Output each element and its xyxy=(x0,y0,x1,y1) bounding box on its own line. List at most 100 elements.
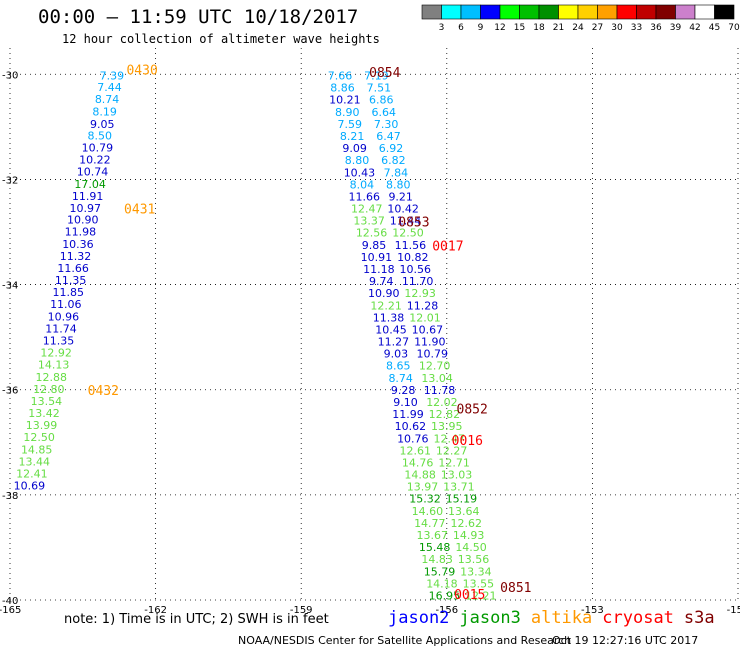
colorbar-label: 39 xyxy=(670,23,682,33)
generated-timestamp: Oct 19 12:27:16 UTC 2017 xyxy=(552,634,699,647)
pass-time-label: 0852 xyxy=(457,402,488,417)
y-tick-label: -38 xyxy=(2,491,18,502)
wave-height-value: 10.90 xyxy=(67,214,99,227)
wave-height-value: 16.95 xyxy=(429,589,461,602)
wave-height-value: 14.93 xyxy=(453,529,485,542)
wave-height-value: 14.18 xyxy=(426,577,458,590)
pass-time-label: 0431 xyxy=(124,203,155,218)
wave-height-value: 11.70 xyxy=(402,275,434,288)
wave-height-value: 12.71 xyxy=(438,456,470,469)
wave-height-value: 8.80 xyxy=(345,154,370,167)
wave-height-value: 13.71 xyxy=(443,481,475,494)
wave-height-value: 14.83 xyxy=(421,553,453,566)
wave-height-value: 10.45 xyxy=(375,323,407,336)
wave-height-value: 12.47 xyxy=(351,203,383,216)
pass-time-label: 0430 xyxy=(126,63,157,78)
wave-height-value: 6.82 xyxy=(381,154,406,167)
satellite-legend: jason2 jason3 altika cryosat s3a xyxy=(388,608,725,628)
wave-height-value: 10.36 xyxy=(62,238,94,251)
wave-height-value: 10.90 xyxy=(368,287,400,300)
x-tick-label: -165 xyxy=(0,605,21,616)
colorbar-label: 6 xyxy=(458,23,464,33)
wave-height-value: 13.44 xyxy=(19,455,51,468)
wave-height-value: 13.67 xyxy=(416,529,448,542)
wave-height-value: 14.85 xyxy=(21,443,53,456)
wave-height-value: 9.03 xyxy=(384,348,409,361)
colorbar-label: 21 xyxy=(553,23,564,33)
wave-height-value: 12.56 xyxy=(356,227,388,240)
wave-height-value: 10.79 xyxy=(82,142,114,155)
wave-height-value: 11.66 xyxy=(349,190,381,203)
colorbar-label: 9 xyxy=(478,23,484,33)
y-tick-label: -34 xyxy=(2,281,18,292)
pass-time-label: 0432 xyxy=(88,384,119,399)
wave-height-value: 12.50 xyxy=(392,227,424,240)
wave-height-value: 12.80 xyxy=(33,383,65,396)
wave-height-value: 11.32 xyxy=(60,250,92,263)
wave-height-value: 14.76 xyxy=(402,456,434,469)
wave-height-value: 12.62 xyxy=(450,517,482,530)
wave-height-value: 10.91 xyxy=(361,251,393,264)
wave-height-value: 10.67 xyxy=(412,323,444,336)
wave-height-value: 7.39 xyxy=(100,70,125,83)
wave-height-value: 10.79 xyxy=(416,348,448,361)
wave-height-value: 7.84 xyxy=(384,166,409,179)
colorbar-label: 18 xyxy=(533,23,545,33)
wave-height-value: 12.02 xyxy=(426,396,458,409)
wave-height-value: 11.78 xyxy=(424,384,456,397)
colorbar-label: 24 xyxy=(572,23,584,33)
wave-height-value: 8.74 xyxy=(95,93,120,106)
wave-height-value: 7.66 xyxy=(328,70,353,83)
legend-entry: jason3 xyxy=(459,608,521,628)
wave-height-value: 11.91 xyxy=(72,190,104,203)
wave-height-value: 10.62 xyxy=(395,420,427,433)
wave-height-value: 11.56 xyxy=(395,239,427,252)
wave-height-value: 7.59 xyxy=(337,118,362,131)
pass-time-label: 0017 xyxy=(432,239,463,254)
colorbar-label: 12 xyxy=(494,23,505,33)
wave-height-value: 14.77 xyxy=(414,517,446,530)
wave-height-value: 7.30 xyxy=(374,118,399,131)
pass-time-label: 0854 xyxy=(369,66,400,81)
colorbar-label: 27 xyxy=(592,23,603,33)
wave-height-value: 13.55 xyxy=(463,577,495,590)
colorbar-label: 15 xyxy=(514,23,525,33)
wave-height-value: 10.43 xyxy=(344,166,376,179)
legend-entry: s3a xyxy=(683,608,715,628)
legend-entry: cryosat xyxy=(602,608,674,628)
wave-height-value: 13.34 xyxy=(460,565,492,578)
wave-height-value: 11.66 xyxy=(57,262,89,275)
y-tick-label: -32 xyxy=(2,175,18,186)
wave-height-value: 6.47 xyxy=(376,130,401,143)
wave-height-value: 9.74 xyxy=(369,275,394,288)
wave-height-value: 11.74 xyxy=(45,322,77,335)
wave-height-value: 10.21 xyxy=(329,94,361,107)
wave-height-value: 12.41 xyxy=(16,468,48,481)
wave-height-value: 12.47 xyxy=(433,432,465,445)
wave-height-value: 10.82 xyxy=(397,251,429,264)
wave-height-value: 13.97 xyxy=(407,481,439,494)
wave-height-value: 13.42 xyxy=(28,407,60,420)
wave-height-value: 11.98 xyxy=(65,226,97,239)
wave-height-value: 10.76 xyxy=(397,432,429,445)
wave-height-value: 8.04 xyxy=(350,178,375,191)
wave-height-value: 15.32 xyxy=(409,493,441,506)
wave-height-value: 13.54 xyxy=(31,395,63,408)
wave-height-value: 11.85 xyxy=(52,286,84,299)
wave-height-value: 12.70 xyxy=(419,360,451,373)
wave-height-value: 13.95 xyxy=(431,420,463,433)
wave-height-value: 14.88 xyxy=(404,469,436,482)
wave-height-value: 8.50 xyxy=(88,129,113,142)
wave-height-value: 14.13 xyxy=(38,359,70,372)
wave-height-value: 8.90 xyxy=(335,106,360,119)
wave-height-value: 14.50 xyxy=(455,541,487,554)
credit-line: NOAA/NESDIS Center for Satellite Applica… xyxy=(238,634,572,647)
wave-height-value: 9.85 xyxy=(362,239,387,252)
wave-height-value: 12.01 xyxy=(409,311,441,324)
x-tick-label: -162 xyxy=(144,605,167,616)
wave-height-value: 8.21 xyxy=(340,130,365,143)
x-tick-label: -159 xyxy=(290,605,313,616)
legend-entry: jason2 xyxy=(388,608,450,628)
x-tick-label: -156 xyxy=(435,605,458,616)
